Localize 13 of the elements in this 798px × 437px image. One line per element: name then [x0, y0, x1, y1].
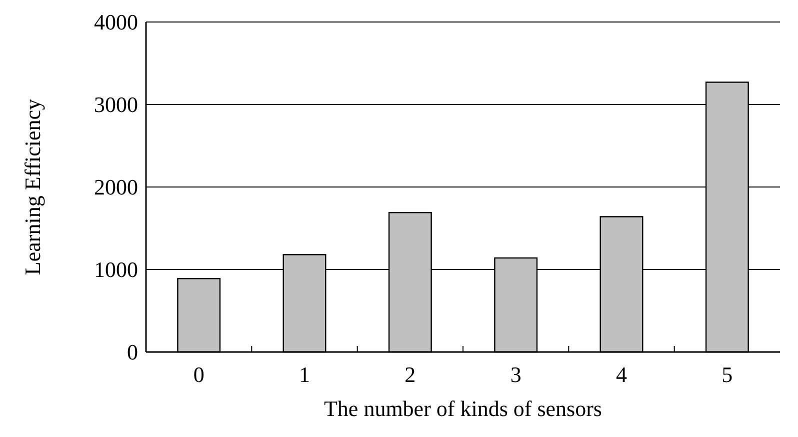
y-tick-label: 4000: [94, 10, 138, 35]
x-tick-label: 2: [404, 362, 416, 387]
x-tick-label: 4: [616, 362, 627, 387]
y-tick-label: 0: [127, 340, 138, 365]
x-tick-label: 5: [722, 362, 733, 387]
y-tick-label: 2000: [94, 174, 138, 200]
x-axis-title: The number of kinds of sensors: [324, 396, 602, 421]
y-tick-label: 3000: [94, 92, 138, 118]
x-tick-label: 1: [299, 362, 310, 387]
y-tick-label: 1000: [94, 257, 138, 282]
x-tick-label: 0: [193, 362, 204, 387]
y-axis-title: Learning Efficiency: [20, 98, 45, 276]
x-tick-label: 3: [510, 362, 522, 387]
